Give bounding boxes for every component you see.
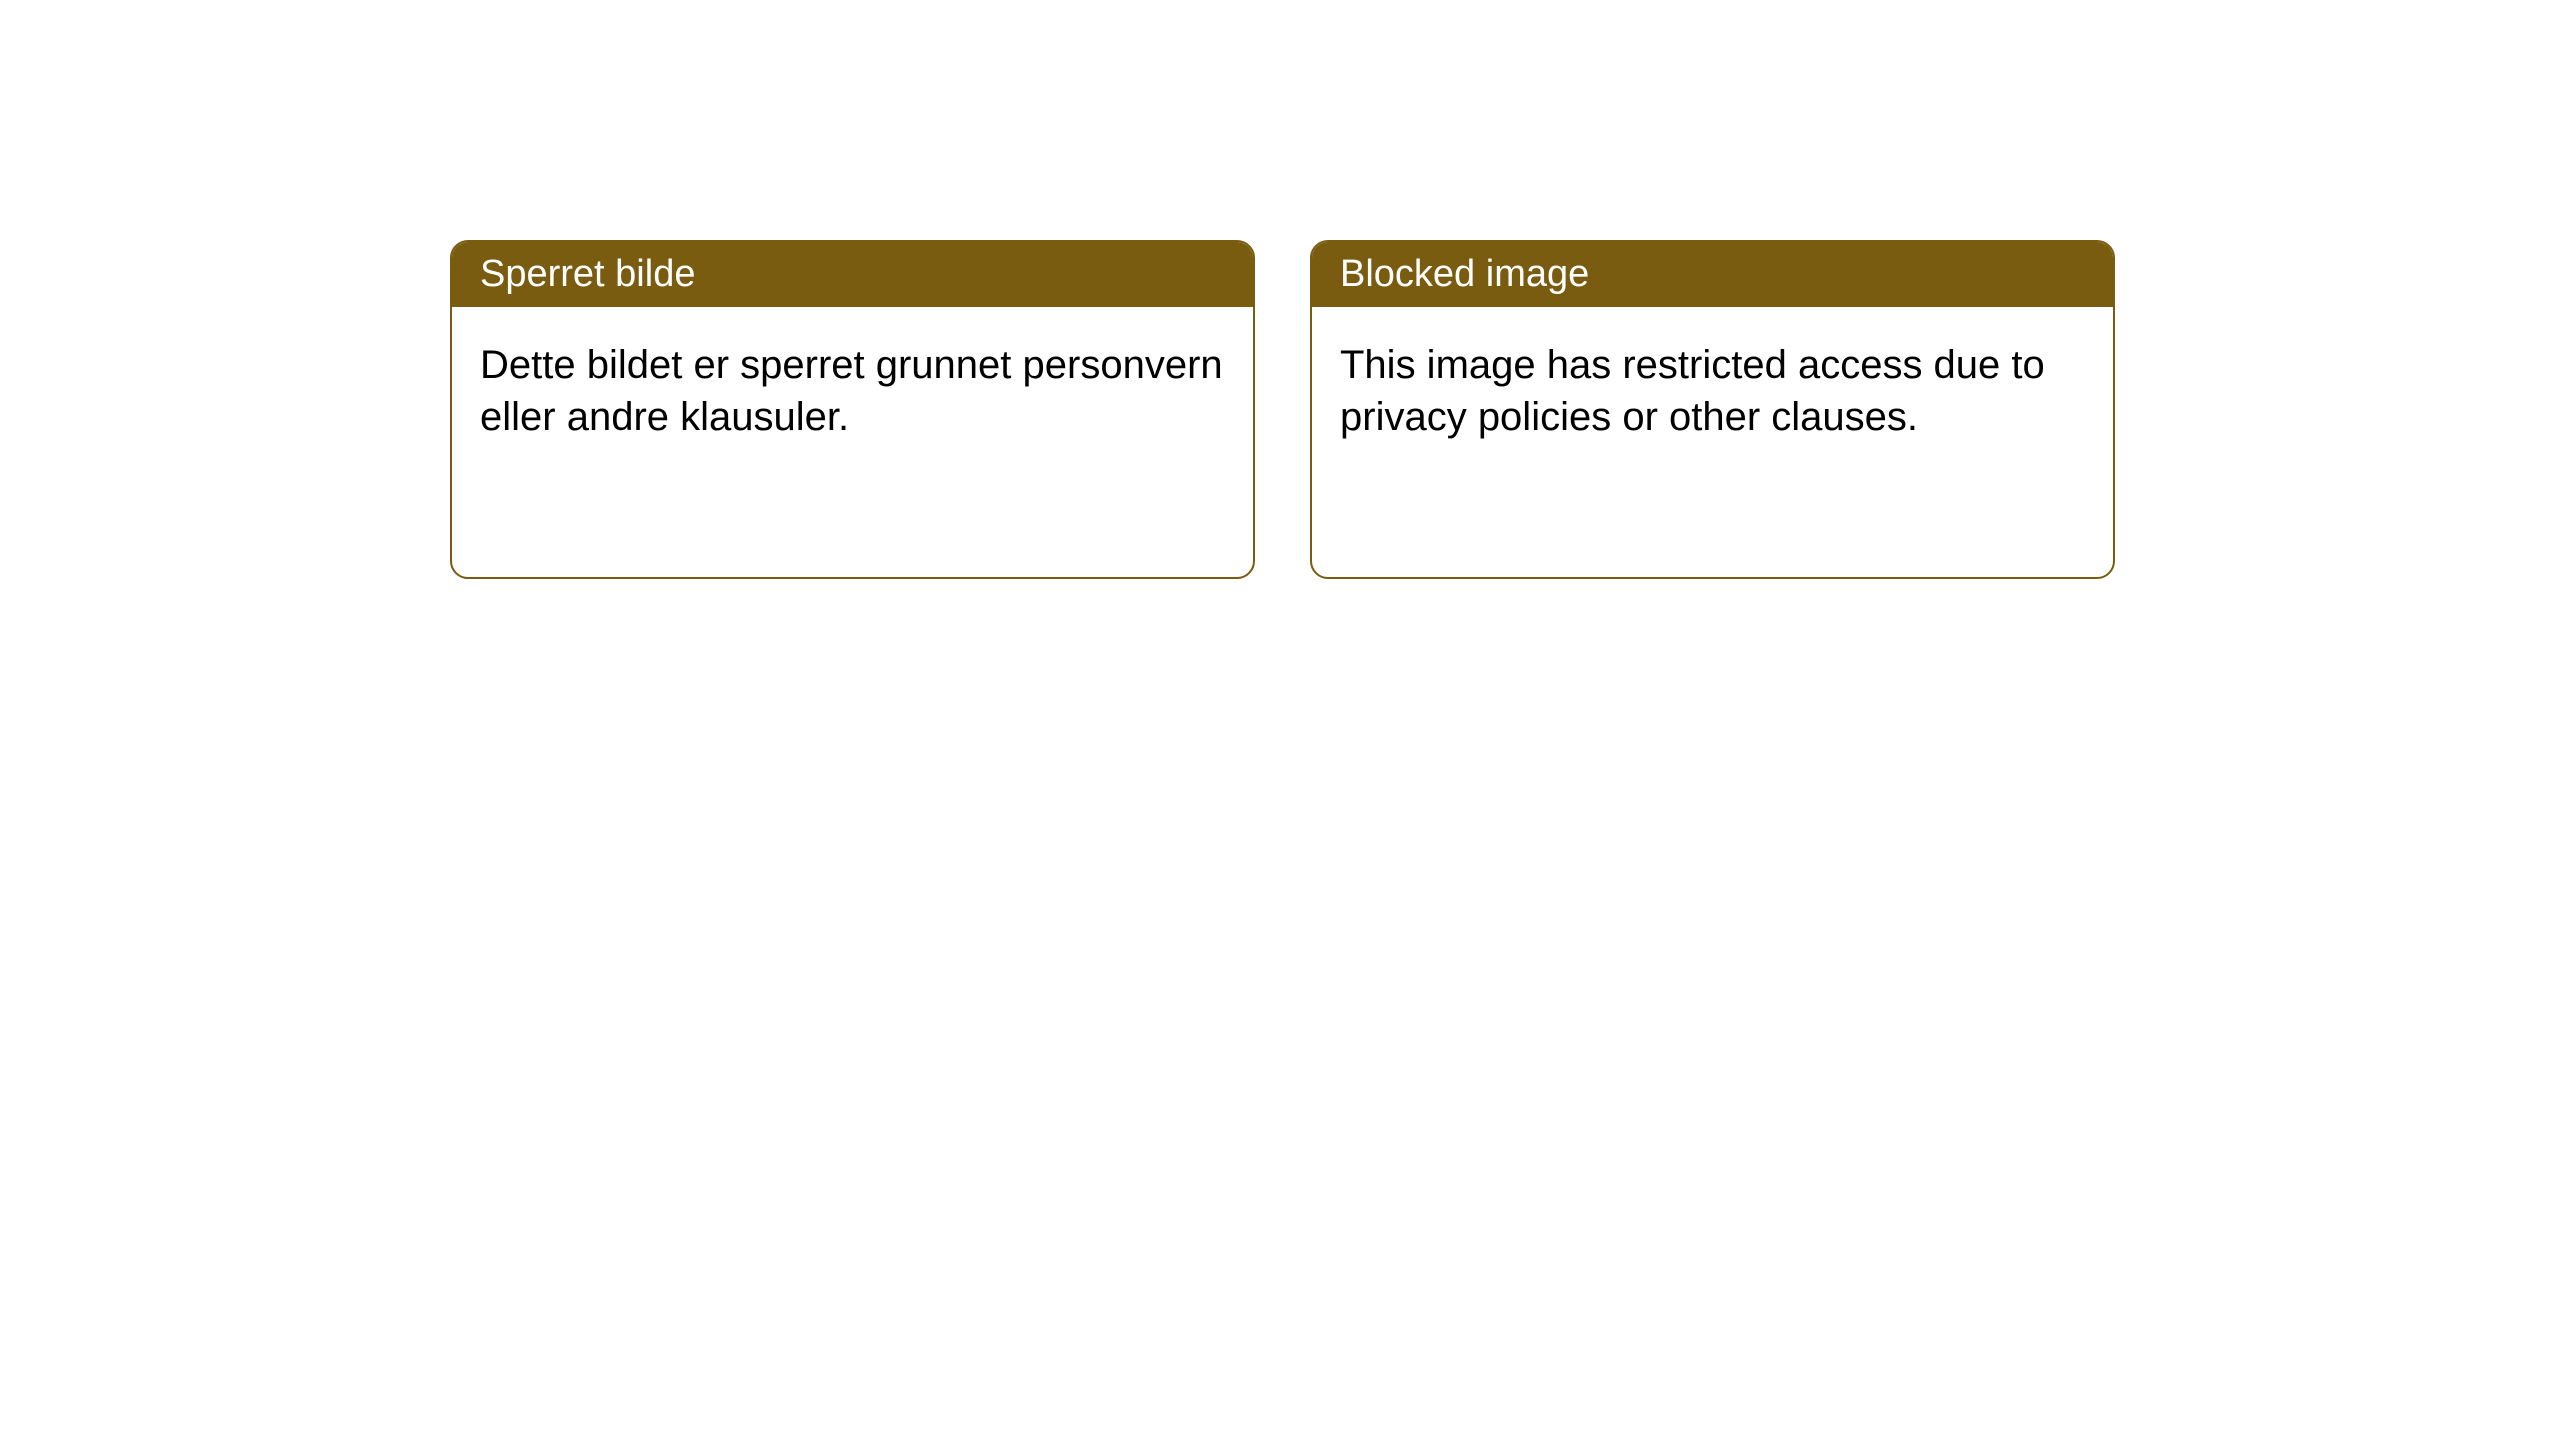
notice-card-header: Sperret bilde bbox=[452, 242, 1253, 307]
notice-card-text: This image has restricted access due to … bbox=[1340, 343, 2045, 439]
notice-card-text: Dette bildet er sperret grunnet personve… bbox=[480, 343, 1223, 439]
notice-card-body: This image has restricted access due to … bbox=[1312, 307, 2113, 577]
notice-card-title: Sperret bilde bbox=[480, 253, 695, 295]
notice-card-body: Dette bildet er sperret grunnet personve… bbox=[452, 307, 1253, 577]
notice-cards-container: Sperret bilde Dette bildet er sperret gr… bbox=[0, 0, 2560, 579]
notice-card-title: Blocked image bbox=[1340, 253, 1589, 295]
notice-card-header: Blocked image bbox=[1312, 242, 2113, 307]
notice-card-english: Blocked image This image has restricted … bbox=[1310, 240, 2115, 579]
notice-card-norwegian: Sperret bilde Dette bildet er sperret gr… bbox=[450, 240, 1255, 579]
